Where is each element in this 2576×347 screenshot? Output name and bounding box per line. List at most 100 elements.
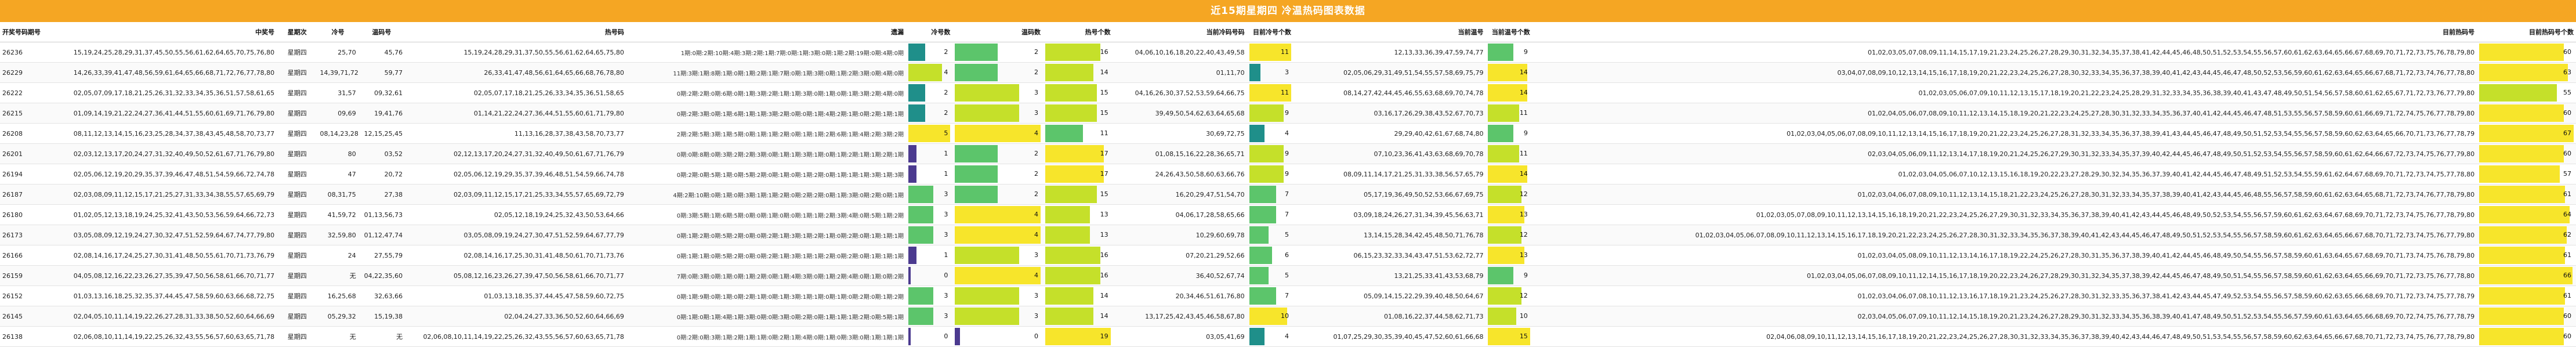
warm-count-cell: 4 <box>952 123 1044 144</box>
issue-cell: 26208 <box>0 123 56 144</box>
hot-count-bar: 16 <box>1045 44 1111 61</box>
hot-cell: 03,05,08,09,19,24,27,30,47,51,52,59,64,6… <box>405 225 626 245</box>
cur-warm-cell: 29,29,40,42,61,67,68,74,80 <box>1293 123 1486 144</box>
cold-cell: 无 <box>317 265 358 286</box>
hot-count-value: 11 <box>1100 129 1108 137</box>
table-row[interactable]: 26194 02,05,06,12,19,20,29,35,37,39,46,47… <box>0 164 2576 185</box>
warm-count-fill <box>955 328 961 345</box>
cold-count-value: 0 <box>944 272 948 279</box>
cold-count-value: 1 <box>944 170 948 178</box>
cold-cell: 09,69 <box>317 103 358 124</box>
warm-cell: 09,32,61 <box>358 82 405 103</box>
numbers-cell: 01,09,14,19,21,22,24,27,36,41,44,51,55,6… <box>55 103 277 124</box>
col-cold-count[interactable]: 冷号数 <box>906 22 953 42</box>
target-hot-cell: 02,03,04,05,06,07,09,10,11,12,14,15,18,1… <box>1532 306 2477 327</box>
cur-cold-cell: 04,16,26,30,37,52,53,59,64,66,75 <box>1113 82 1247 103</box>
target-cold-count-cell: 9 <box>1247 103 1294 124</box>
dist-cell: 1期:0期:2期:10期:4期:3期:2期:1期:7期:0期:1期:3期:0期:… <box>626 42 906 63</box>
table-row[interactable]: 26152 01,03,13,16,18,25,32,35,37,44,45,47… <box>0 285 2576 306</box>
cur-warm-count-cell: 12 <box>1486 184 1532 205</box>
hot-count-cell: 16 <box>1043 265 1113 286</box>
warm-count-value: 4 <box>1034 129 1039 137</box>
table-row[interactable]: 26173 03,05,08,09,12,19,24,27,30,32,47,51… <box>0 225 2576 245</box>
table-row[interactable]: 26180 01,02,05,12,13,18,19,24,25,32,41,43… <box>0 204 2576 225</box>
table-row[interactable]: 26222 02,05,07,09,17,18,21,25,26,31,32,33… <box>0 82 2576 103</box>
target-hot-count-fill <box>2479 206 2570 223</box>
table-row[interactable]: 26138 02,06,08,10,11,14,19,22,25,26,32,43… <box>0 326 2576 347</box>
target-hot-count-fill <box>2479 165 2560 183</box>
col-target-cold-count[interactable]: 目前冷号个数 <box>1247 22 1294 42</box>
warm-count-value: 3 <box>1034 292 1039 299</box>
col-cur-warm[interactable]: 当前温号 <box>1293 22 1486 42</box>
cold-cell: 24 <box>317 245 358 266</box>
col-dist[interactable]: 遗漏 <box>626 22 906 42</box>
cur-warm-count-cell: 12 <box>1486 285 1532 306</box>
table-row[interactable]: 26236 15,19,24,25,28,29,31,37,45,50,55,56… <box>0 42 2576 63</box>
cur-warm-count-value: 14 <box>1519 68 1528 76</box>
weekday-cell: 星期四 <box>277 143 318 164</box>
col-cur-warm-count[interactable]: 当前温号个数 <box>1486 22 1532 42</box>
table-row[interactable]: 26145 02,04,05,10,11,14,19,22,26,27,28,31… <box>0 306 2576 327</box>
col-target-hot[interactable]: 目前热码号 <box>1532 22 2477 42</box>
col-warm[interactable]: 温码号 <box>358 22 405 42</box>
col-target-hot-count[interactable]: 目前热码号个数 <box>2477 22 2576 42</box>
hot-cell: 15,19,24,28,29,31,37,50,55,56,61,62,64,6… <box>405 42 626 63</box>
col-hot[interactable]: 热号码 <box>405 22 626 42</box>
col-cold[interactable]: 冷号 <box>317 22 358 42</box>
issue-cell: 26152 <box>0 285 56 306</box>
table-row[interactable]: 26159 04,05,08,12,16,22,23,26,27,35,39,47… <box>0 265 2576 286</box>
cur-cold-cell: 04,06,10,16,18,20,22,40,43,49,58 <box>1113 42 1247 63</box>
warm-count-fill <box>955 145 998 162</box>
issue-cell: 26145 <box>0 306 56 327</box>
target-hot-count-fill <box>2479 186 2566 203</box>
col-issue[interactable]: 开奖号码期号 <box>0 22 56 42</box>
issue-cell: 26159 <box>0 265 56 286</box>
target-hot-count-cell: 67 <box>2477 123 2576 144</box>
warm-count-fill <box>955 64 998 81</box>
dist-cell: 0期:2期:3期:0期:1期:6期:1期:1期:3期:2期:0期:0期:1期:4… <box>626 103 906 124</box>
col-hot-count[interactable]: 热号个数 <box>1043 22 1113 42</box>
target-hot-count-bar: 61 <box>2479 287 2574 305</box>
page-title: 近15期星期四 冷温热码图表数据 <box>0 0 2576 22</box>
hot-cell: 02,03,09,11,12,15,17,21,25,33,34,55,57,6… <box>405 184 626 205</box>
hot-count-cell: 15 <box>1043 184 1113 205</box>
col-weekday[interactable]: 星期次 <box>277 22 318 42</box>
target-cold-count-bar: 11 <box>1249 44 1291 61</box>
data-table: 开奖号码期号 中奖号 星期次 冷号 温码号 热号码 遗漏 冷号数 温码数 热号个… <box>0 22 2576 347</box>
target-hot-count-cell: 60 <box>2477 306 2576 327</box>
col-cur-cold[interactable]: 当前冷码号码 <box>1113 22 1247 42</box>
weekday-cell: 星期四 <box>277 103 318 124</box>
cold-count-value: 3 <box>944 312 948 320</box>
target-hot-count-fill <box>2479 267 2573 284</box>
warm-count-bar: 2 <box>955 145 1041 162</box>
hot-count-bar: 16 <box>1045 267 1111 284</box>
hot-count-value: 14 <box>1100 292 1108 299</box>
warm-count-bar: 4 <box>955 125 1041 142</box>
target-hot-cell: 01,02,03,05,07,08,09,10,11,12,13,14,15,1… <box>1532 204 2477 225</box>
cur-warm-count-bar: 14 <box>1488 165 1530 183</box>
hot-count-cell: 11 <box>1043 123 1113 144</box>
hot-count-value: 16 <box>1100 48 1108 56</box>
dist-cell: 0期:2期:0期:3期:1期:2期:1期:1期:0期:2期:1期:4期:0期:1… <box>626 326 906 347</box>
target-cold-count-fill <box>1249 165 1284 183</box>
cold-count-bar: 3 <box>908 226 950 244</box>
target-cold-count-cell: 5 <box>1247 265 1294 286</box>
cur-warm-cell: 01,07,25,29,30,35,39,40,45,47,52,60,61,6… <box>1293 326 1486 347</box>
weekday-cell: 星期四 <box>277 62 318 83</box>
col-warm-count[interactable]: 温码数 <box>952 22 1044 42</box>
table-row[interactable]: 26215 01,09,14,19,21,22,24,27,36,41,44,51… <box>0 103 2576 124</box>
hot-count-fill <box>1045 64 1093 81</box>
table-row[interactable]: 26187 02,03,08,09,11,12,15,17,21,25,27,31… <box>0 184 2576 205</box>
table-row[interactable]: 26201 02,03,12,13,17,20,24,27,31,32,40,49… <box>0 143 2576 164</box>
cur-warm-count-fill <box>1488 44 1513 61</box>
target-hot-count-cell: 60 <box>2477 143 2576 164</box>
cur-warm-count-bar: 12 <box>1488 226 1530 244</box>
cur-warm-count-fill <box>1488 267 1513 284</box>
warm-count-value: 2 <box>1034 170 1039 178</box>
col-numbers[interactable]: 中奖号 <box>55 22 277 42</box>
table-row[interactable]: 26229 14,26,33,39,41,47,48,56,59,61,64,65… <box>0 62 2576 83</box>
table-row[interactable]: 26166 02,08,14,16,17,24,25,27,30,31,41,48… <box>0 245 2576 266</box>
hot-count-cell: 15 <box>1043 103 1113 124</box>
weekday-cell: 星期四 <box>277 285 318 306</box>
table-row[interactable]: 26208 08,11,12,13,14,15,16,23,25,28,34,37… <box>0 123 2576 144</box>
